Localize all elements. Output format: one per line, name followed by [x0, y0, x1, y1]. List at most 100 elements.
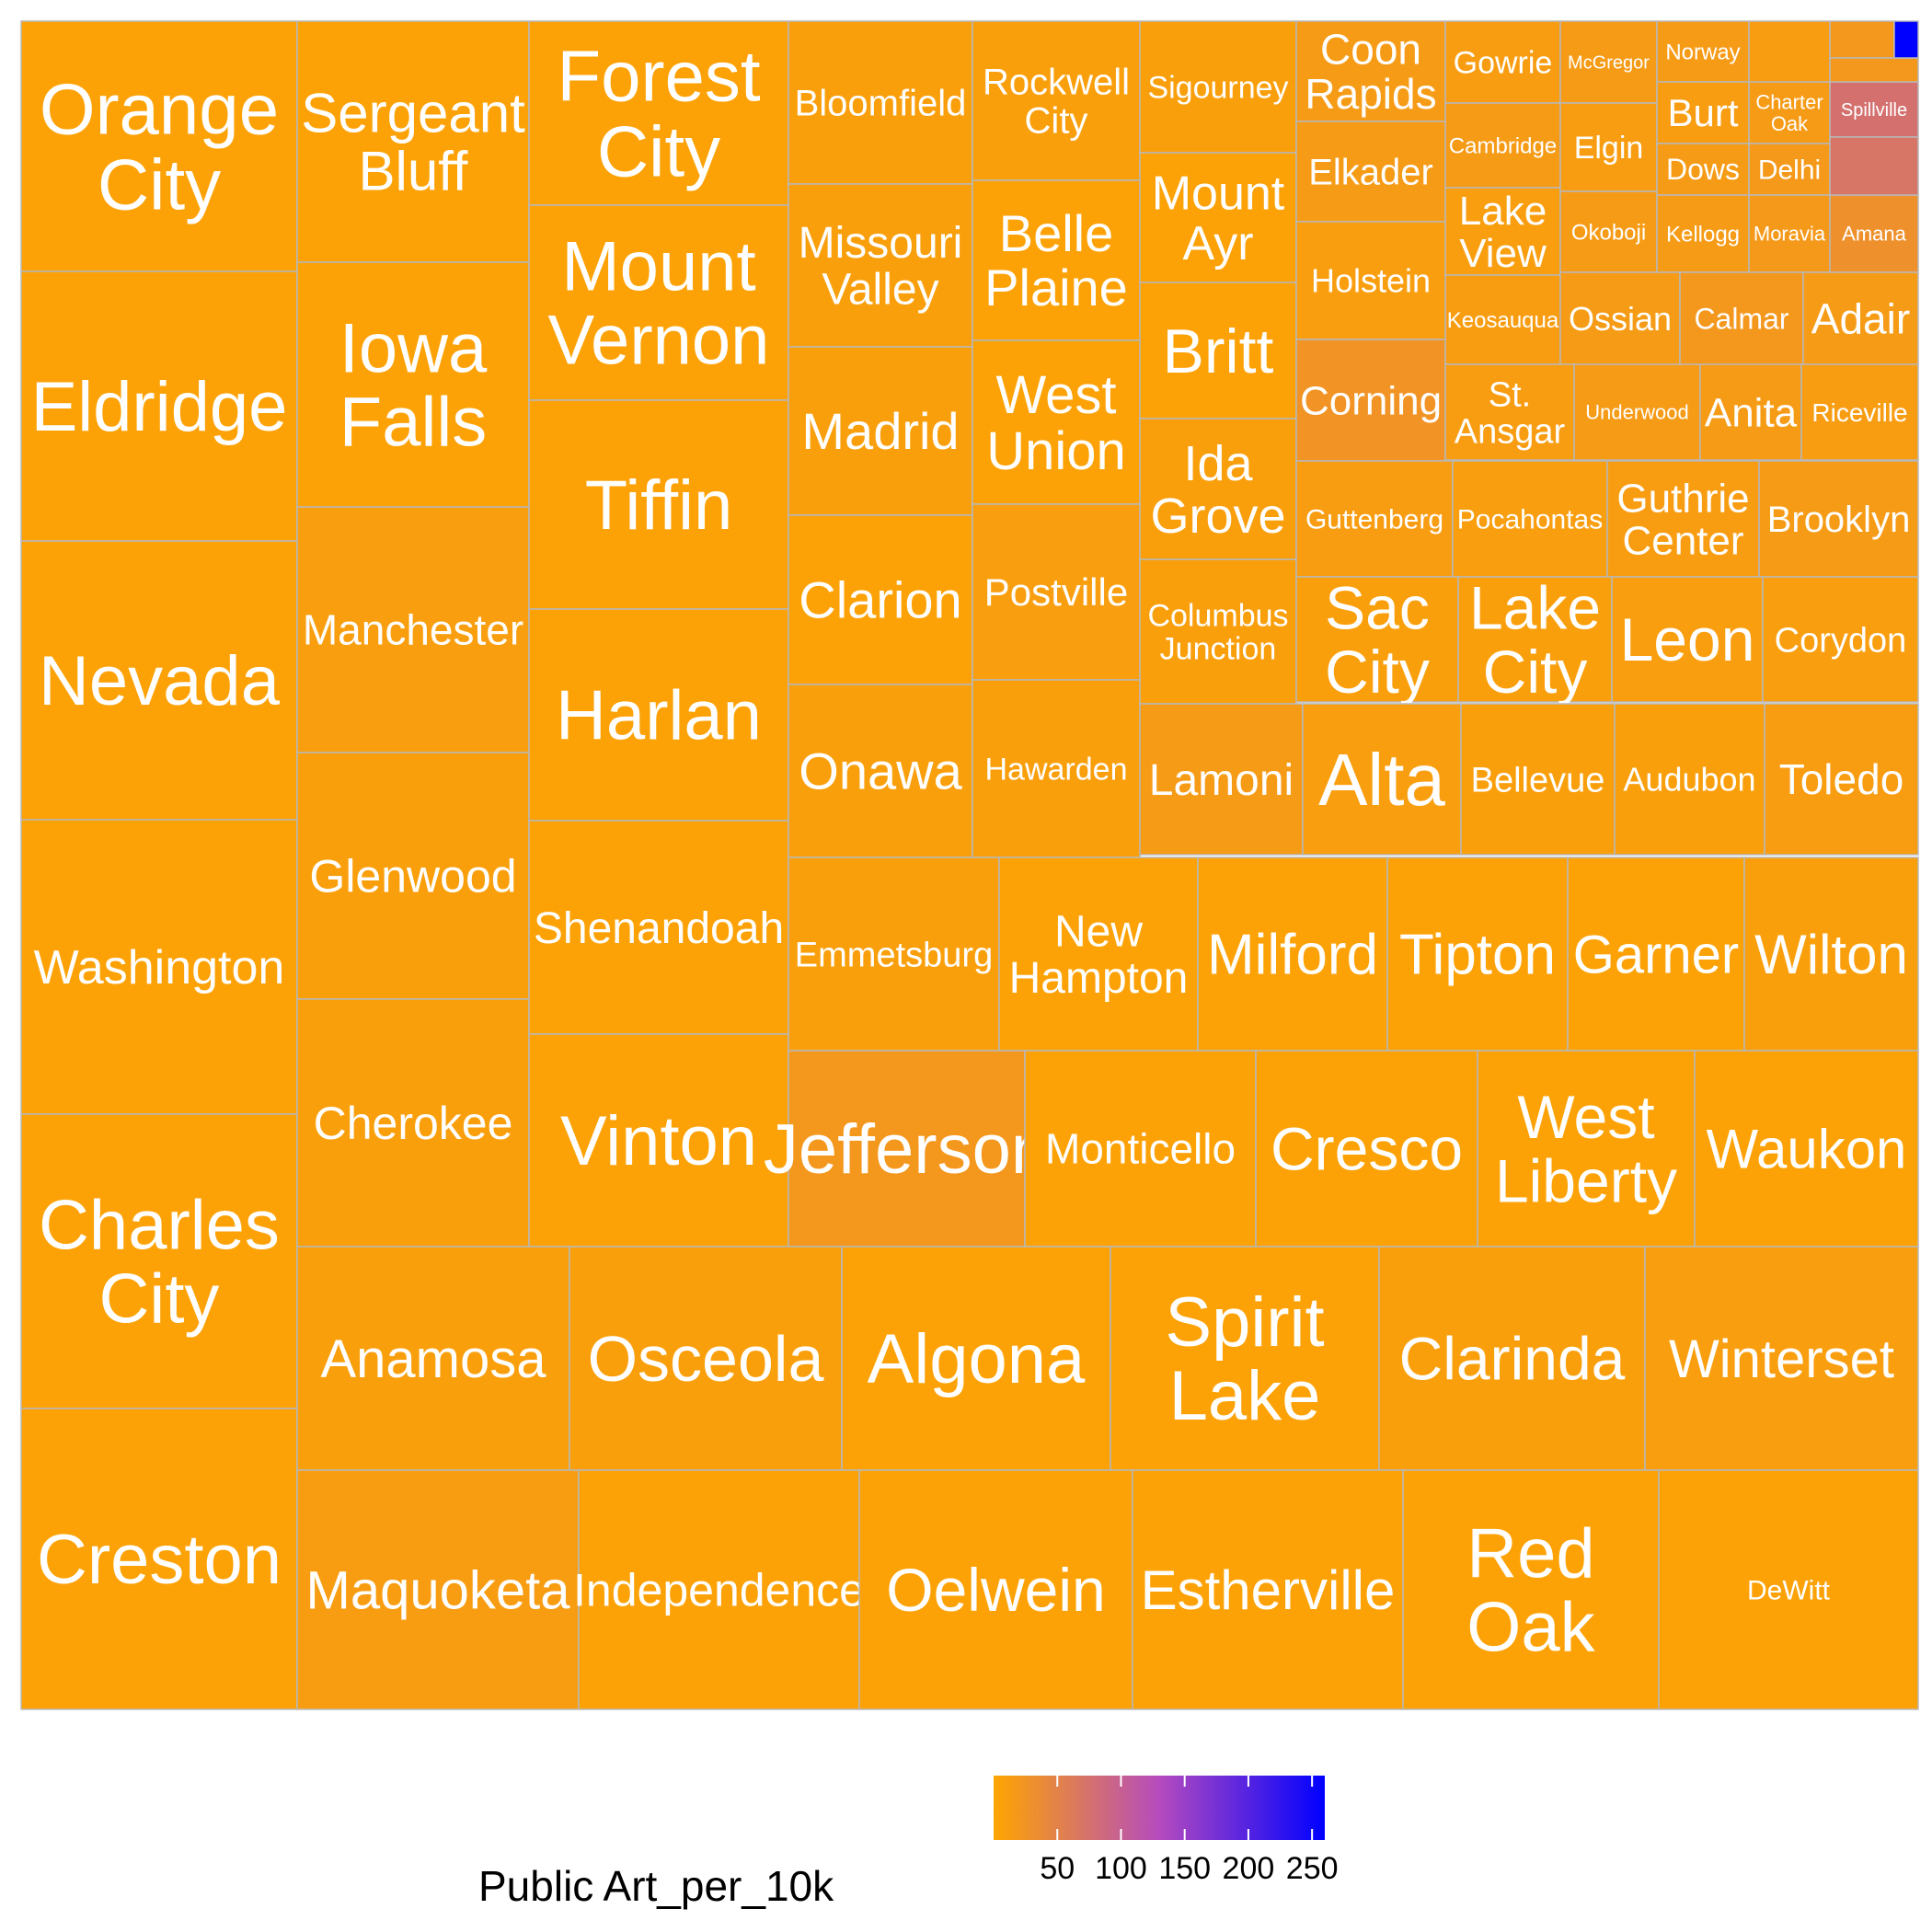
tile-nevada-rect: [20, 540, 298, 821]
legend-tick-label: 200: [1223, 1851, 1275, 1886]
tile-holstein-label: Holstein: [1311, 262, 1431, 300]
tile-jefferson: Jefferson: [764, 1050, 1050, 1248]
tile-red-oak: Red Oak: [1402, 1469, 1660, 1710]
tile-glenwood: Glenwood: [296, 752, 530, 1000]
tile-guthrie-center-label: Guthrie Center: [1616, 476, 1749, 563]
tile-washington: Washington: [20, 819, 298, 1115]
tile-coon-rapids: Coon Rapids: [1295, 20, 1446, 122]
tile-clarion-label: Clarion: [799, 571, 961, 629]
tile-burt: Burt: [1656, 81, 1750, 144]
tile-charter-oak-rect: [1748, 81, 1831, 144]
tile-independence: Independence: [573, 1469, 865, 1710]
tile-leon-rect: [1611, 576, 1764, 703]
tile-spillville: Spillville: [1829, 81, 1919, 138]
tile-belle-plaine-label: Belle Plaine: [984, 204, 1128, 316]
tile-creston-label: Creston: [37, 1521, 282, 1599]
tile-bloomfield-rect: [788, 20, 973, 185]
tile-washington-label: Washington: [34, 941, 285, 995]
tile-sigourney-label: Sigourney: [1147, 70, 1288, 105]
tile-unlabeled-99-rect: [1893, 20, 1919, 59]
tile-charles-city-rect: [20, 1113, 298, 1409]
tile-clarion-rect: [788, 514, 973, 685]
color-legend: 50 100 150 200 250: [994, 1776, 1339, 1886]
tile-cambridge: Cambridge: [1444, 102, 1561, 189]
tile-riceville: Riceville: [1800, 363, 1919, 461]
tile-west-union: West Union: [972, 339, 1141, 505]
tile-new-hampton: New Hampton: [998, 857, 1199, 1052]
tile-toledo: Toledo: [1764, 703, 1919, 856]
tile-missouri-valley: Missouri Valley: [788, 183, 973, 348]
tile-brooklyn-label: Brooklyn: [1767, 500, 1911, 540]
tile-belle-plaine: Belle Plaine: [972, 179, 1141, 341]
tile-dewitt-rect: [1658, 1469, 1919, 1710]
tile-toledo-label: Toledo: [1779, 755, 1904, 803]
tile-elkader: Elkader: [1295, 121, 1446, 223]
tile-missouri-valley-rect: [788, 183, 973, 348]
tile-okoboji: Okoboji: [1559, 190, 1658, 273]
tile-orange-city-rect: [20, 20, 298, 272]
tile-calmar-label: Calmar: [1694, 303, 1788, 336]
tile-burt-label: Burt: [1667, 91, 1738, 134]
tile-ida-grove-rect: [1139, 418, 1297, 560]
tile-glenwood-rect: [296, 752, 530, 1000]
tile-algona-label: Algona: [868, 1320, 1086, 1398]
tile-tipton-label: Tipton: [1399, 924, 1556, 987]
tile-bellevue-label: Bellevue: [1471, 761, 1605, 799]
tile-coon-rapids-label: Coon Rapids: [1305, 25, 1436, 117]
tile-unlabeled-99: [1893, 20, 1919, 59]
tile-sergeant-bluff-rect: [296, 20, 530, 263]
tile-west-liberty-label: West Liberty: [1495, 1083, 1677, 1214]
tile-underwood: Underwood: [1573, 363, 1701, 461]
tile-alta-rect: [1302, 703, 1462, 856]
tile-mount-ayr: Mount Ayr: [1139, 152, 1297, 283]
tile-guttenberg-label: Guttenberg: [1305, 505, 1443, 535]
tile-tiffin-label: Tiffin: [585, 466, 733, 545]
tile-wilton-rect: [1743, 857, 1919, 1052]
tile-elkader-rect: [1295, 121, 1446, 223]
tile-milford-label: Milford: [1207, 924, 1378, 987]
tile-rockwell-city-label: Rockwell City: [983, 63, 1130, 142]
tile-clarion: Clarion: [788, 514, 973, 685]
tile-gowrie-label: Gowrie: [1454, 45, 1553, 80]
tile-charter-oak: Charter Oak: [1748, 81, 1831, 144]
tile-orange-city: Orange City: [20, 20, 298, 272]
tile-calmar-rect: [1679, 271, 1804, 366]
tile-winterset-rect: [1644, 1246, 1919, 1471]
tile-corydon-rect: [1762, 576, 1919, 703]
tile-columbus-junction-label: Columbus Junction: [1147, 599, 1288, 667]
tile-maquoketa: Maquoketa: [296, 1469, 580, 1710]
tile-harlan: Harlan: [528, 608, 789, 822]
tile-red-oak-label: Red Oak: [1466, 1515, 1595, 1667]
tile-emmetsburg-label: Emmetsburg: [795, 936, 993, 974]
tile-columbus-junction-rect: [1139, 558, 1297, 705]
tile-mount-vernon-label: Mount Vernon: [548, 228, 770, 380]
tile-mcgregor: McGregor: [1559, 20, 1658, 104]
tile-lamoni: Lamoni: [1139, 703, 1304, 856]
tile-unlabeled-95-rect: [1748, 20, 1831, 83]
tile-lamoni-label: Lamoni: [1149, 756, 1294, 805]
tile-monticello: Monticello: [1024, 1050, 1257, 1248]
tile-unlabeled-98: [1829, 136, 1919, 196]
tile-cresco: Cresco: [1255, 1050, 1478, 1248]
tile-keosauqua: Keosauqua: [1444, 274, 1561, 365]
tile-mount-ayr-label: Mount Ayr: [1152, 167, 1285, 270]
tile-forest-city: Forest City: [528, 20, 789, 206]
tile-west-liberty: West Liberty: [1477, 1050, 1696, 1248]
tile-spirit-lake-label: Spirit Lake: [1165, 1283, 1324, 1435]
tile-holstein: Holstein: [1295, 221, 1446, 340]
tile-st-ansgar-label: St. Ansgar: [1455, 375, 1566, 451]
tile-tipton-rect: [1386, 857, 1569, 1052]
tile-unlabeled-98-rect: [1829, 136, 1919, 196]
tile-monticello-label: Monticello: [1045, 1125, 1236, 1173]
legend-tick-label: 100: [1095, 1851, 1147, 1886]
tile-adair: Adair: [1802, 271, 1919, 366]
tile-lake-city-label: Lake City: [1469, 573, 1601, 705]
tile-kellogg: Kellogg: [1656, 194, 1750, 273]
tile-dewitt-label: DeWitt: [1747, 1576, 1831, 1606]
tile-emmetsburg: Emmetsburg: [788, 857, 1000, 1052]
tile-cambridge-label: Cambridge: [1449, 133, 1557, 158]
tile-sigourney: Sigourney: [1139, 20, 1297, 154]
tile-estherville: Estherville: [1132, 1469, 1404, 1710]
tile-adair-rect: [1802, 271, 1919, 366]
tile-independence-label: Independence: [573, 1565, 865, 1616]
